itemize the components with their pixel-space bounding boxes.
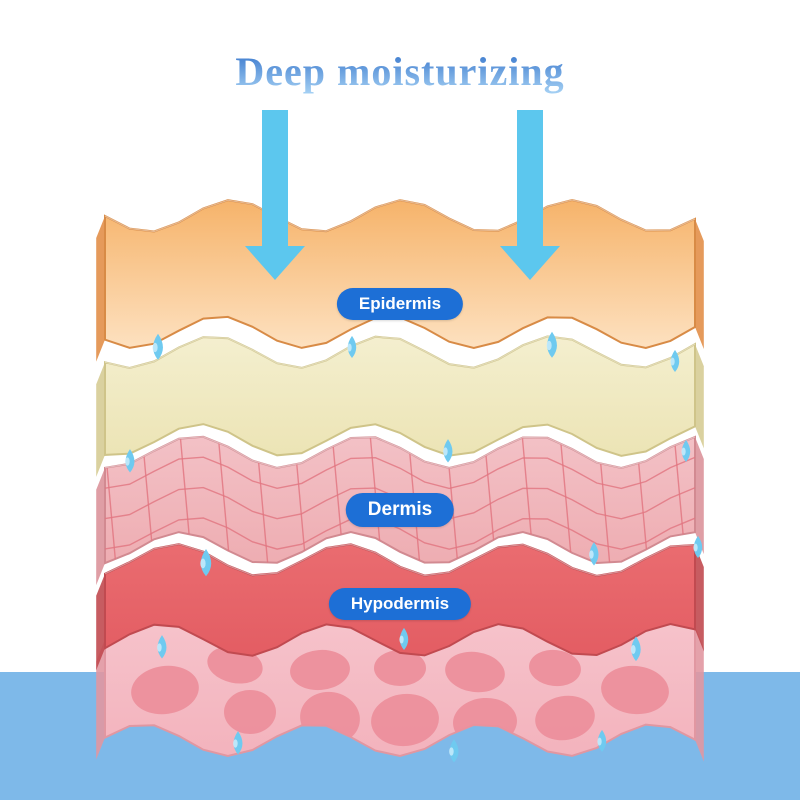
arrow-down-2-icon bbox=[500, 110, 560, 280]
diagram-canvas bbox=[0, 0, 800, 800]
diagram-title: Deep moisturizing bbox=[0, 48, 800, 95]
label-epidermis: Epidermis bbox=[337, 288, 463, 320]
label-dermis: Dermis bbox=[346, 493, 454, 527]
label-hypodermis_upper: Hypodermis bbox=[329, 588, 471, 620]
layer-epidermis bbox=[96, 200, 704, 362]
arrow-down-1-icon bbox=[245, 110, 305, 280]
